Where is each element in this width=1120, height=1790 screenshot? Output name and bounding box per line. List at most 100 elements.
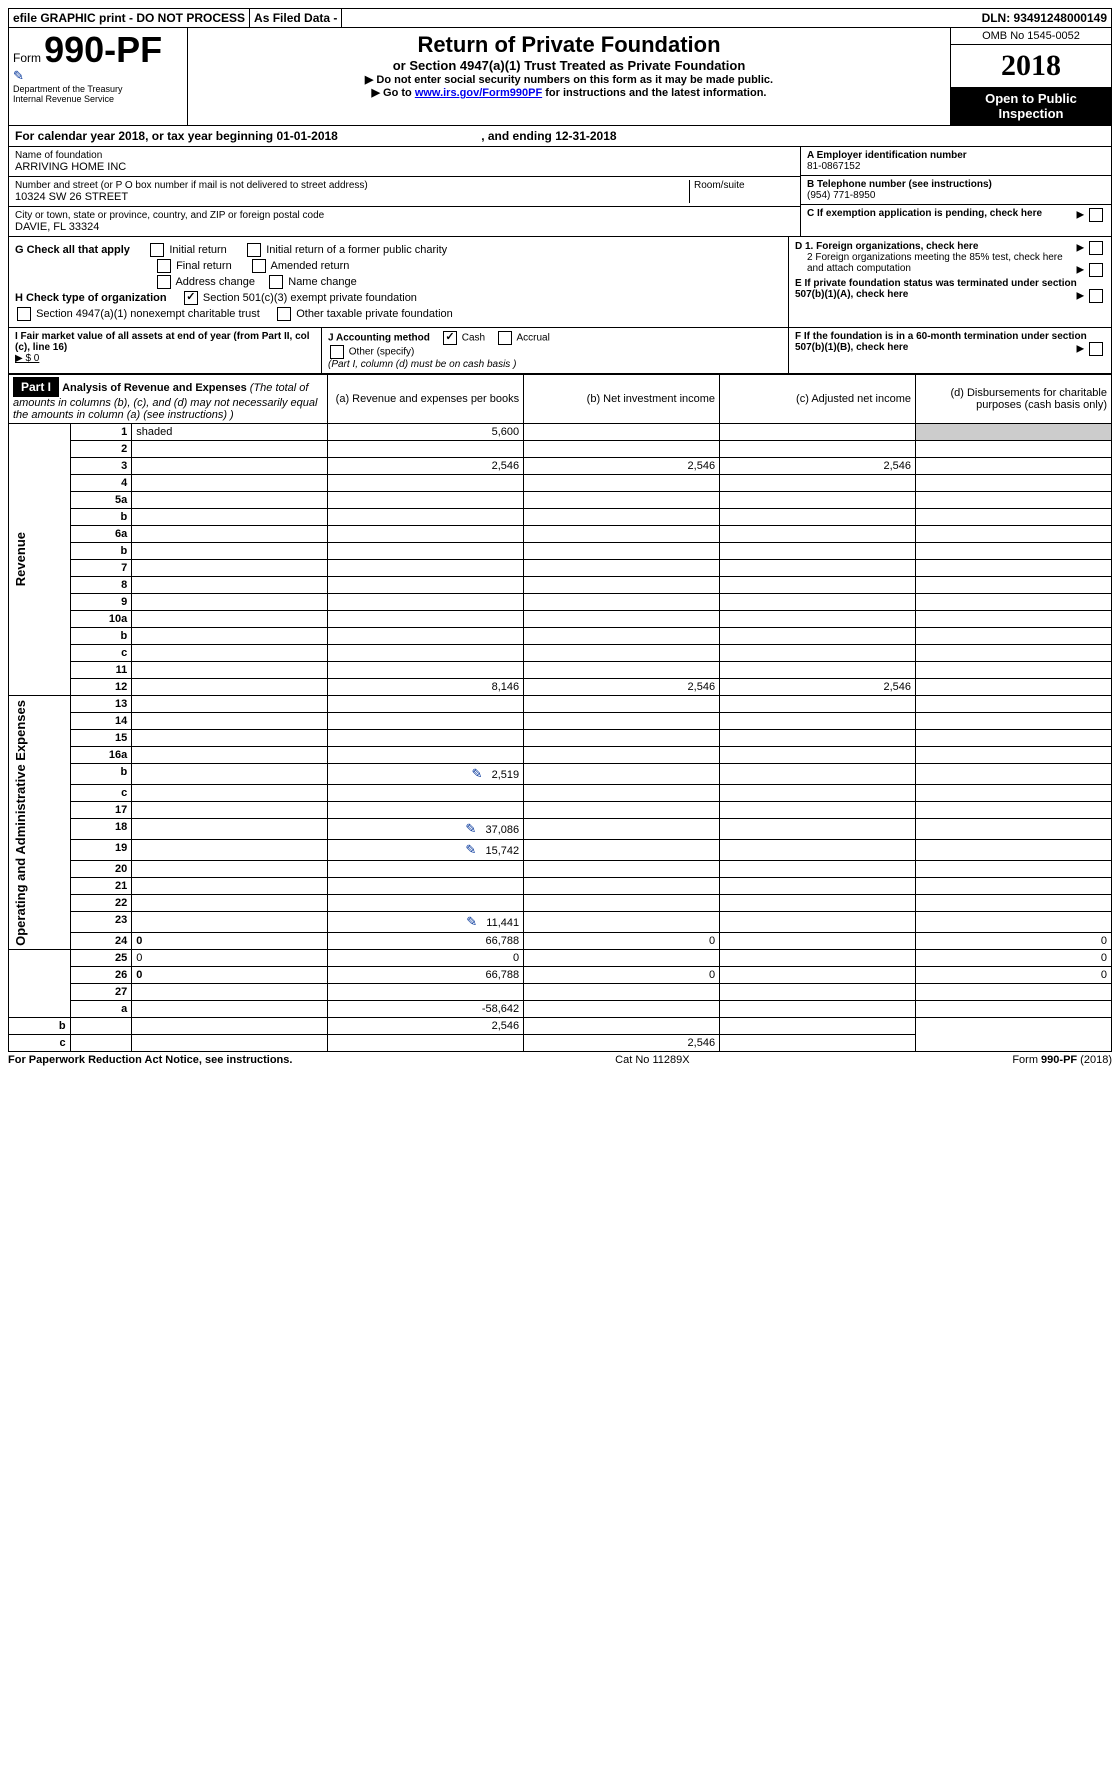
efile-notice: efile GRAPHIC print - DO NOT PROCESS [9, 9, 250, 27]
cash-checkbox[interactable] [443, 331, 457, 345]
name-change-checkbox[interactable] [269, 275, 283, 289]
footer-left: For Paperwork Reduction Act Notice, see … [8, 1054, 292, 1066]
part1-label: Part I [13, 377, 59, 397]
table-row: 24066,78800 [9, 933, 1112, 950]
ein-cell: A Employer identification number 81-0867… [801, 147, 1111, 176]
tax-year: 2018 [951, 45, 1111, 87]
col-c-header: (c) Adjusted net income [720, 375, 916, 424]
table-row: c [9, 645, 1112, 662]
table-row: 4 [9, 475, 1112, 492]
form-prefix: Form [13, 51, 41, 65]
col-d-header: (d) Disbursements for charitable purpose… [916, 375, 1112, 424]
table-row: 20 [9, 861, 1112, 878]
main-table: Part I Analysis of Revenue and Expenses … [8, 374, 1112, 1052]
revenue-side-label: Revenue [13, 532, 28, 586]
initial-former-checkbox[interactable] [247, 243, 261, 257]
fmv-value: ▶ $ 0 [15, 353, 39, 364]
table-row: Operating and Administrative Expenses13 [9, 696, 1112, 713]
table-row: c2,546 [9, 1035, 1112, 1052]
right-header: OMB No 1545-0052 2018 Open to Public Ins… [950, 28, 1111, 125]
d2-checkbox[interactable] [1089, 263, 1103, 277]
final-return-checkbox[interactable] [157, 259, 171, 273]
dln-label: DLN: 93491248000149 [978, 9, 1111, 27]
table-row: 9 [9, 594, 1112, 611]
footer-mid: Cat No 11289X [615, 1054, 689, 1066]
dept-line2: Internal Revenue Service [13, 94, 183, 104]
calendar-year-row: For calendar year 2018, or tax year begi… [8, 126, 1112, 147]
address-change-checkbox[interactable] [157, 275, 171, 289]
table-row: 26066,78800 [9, 967, 1112, 984]
table-row: 21 [9, 878, 1112, 895]
as-filed-label: As Filed Data - [250, 9, 342, 27]
table-row: 17 [9, 802, 1112, 819]
attachment-icon[interactable]: ✎ [466, 914, 477, 929]
instruction-2: ▶ Go to www.irs.gov/Form990PF for instru… [192, 86, 946, 99]
open-public-badge: Open to Public Inspection [951, 87, 1111, 125]
table-row: 5a [9, 492, 1112, 509]
foundation-name-cell: Name of foundation ARRIVING HOME INC [9, 147, 800, 177]
instruction-1: ▶ Do not enter social security numbers o… [192, 73, 946, 86]
expenses-side-label: Operating and Administrative Expenses [13, 700, 28, 946]
table-row: b2,546 [9, 1018, 1112, 1035]
d1-checkbox[interactable] [1089, 241, 1103, 255]
footer-right: Form 990-PF (2018) [1012, 1054, 1112, 1066]
top-bar: efile GRAPHIC print - DO NOT PROCESS As … [8, 8, 1112, 28]
accrual-checkbox[interactable] [498, 331, 512, 345]
table-row: 22 [9, 895, 1112, 912]
phone-cell: B Telephone number (see instructions) (9… [801, 176, 1111, 205]
form-title-box: Form 990-PF ✎ Department of the Treasury… [9, 28, 188, 125]
form-number: 990-PF [44, 29, 162, 70]
attachment-icon[interactable]: ✎ [465, 842, 476, 857]
exemption-checkbox[interactable] [1089, 208, 1103, 222]
omb-label: OMB No 1545-0052 [951, 28, 1111, 45]
irs-link[interactable]: www.irs.gov/Form990PF [415, 87, 542, 99]
table-row: 16a [9, 747, 1112, 764]
table-row: 7 [9, 560, 1112, 577]
table-row: 32,5462,5462,546 [9, 458, 1112, 475]
attachment-icon[interactable]: ✎ [465, 821, 476, 836]
table-row: 11 [9, 662, 1112, 679]
table-row: b [9, 509, 1112, 526]
4947-checkbox[interactable] [17, 307, 31, 321]
dept-line1: Department of the Treasury [13, 84, 183, 94]
initial-return-checkbox[interactable] [150, 243, 164, 257]
subtitle: or Section 4947(a)(1) Trust Treated as P… [192, 58, 946, 73]
fmv-row: I Fair market value of all assets at end… [8, 328, 1112, 374]
e-checkbox[interactable] [1089, 289, 1103, 303]
footer: For Paperwork Reduction Act Notice, see … [8, 1052, 1112, 1068]
address-cell: Number and street (or P O box number if … [9, 177, 800, 207]
table-row: b [9, 543, 1112, 560]
table-row: 2 [9, 441, 1112, 458]
amended-return-checkbox[interactable] [252, 259, 266, 273]
table-row: 18✎ 37,086 [9, 819, 1112, 840]
f-checkbox[interactable] [1089, 342, 1103, 356]
table-row: 23✎ 11,441 [9, 912, 1112, 933]
city-cell: City or town, state or province, country… [9, 207, 800, 236]
col-a-header: (a) Revenue and expenses per books [328, 375, 524, 424]
table-row: 19✎ 15,742 [9, 840, 1112, 861]
table-row: 6a [9, 526, 1112, 543]
table-row: 8 [9, 577, 1112, 594]
table-row: a-58,642 [9, 1001, 1112, 1018]
table-row: c [9, 785, 1112, 802]
table-row: b✎ 2,519 [9, 764, 1112, 785]
501c3-checkbox[interactable] [184, 291, 198, 305]
form-header: Form 990-PF ✎ Department of the Treasury… [8, 28, 1112, 126]
table-row: 128,1462,5462,546 [9, 679, 1112, 696]
table-row: 27 [9, 984, 1112, 1001]
main-title: Return of Private Foundation [192, 32, 946, 58]
table-row: 10a [9, 611, 1112, 628]
check-section-g: G Check all that apply Initial return In… [8, 237, 1112, 328]
exemption-cell: C If exemption application is pending, c… [801, 205, 1111, 222]
other-method-checkbox[interactable] [330, 345, 344, 359]
table-row: 25000 [9, 950, 1112, 967]
center-header: Return of Private Foundation or Section … [188, 28, 950, 125]
table-row: Revenue1shaded5,600 [9, 424, 1112, 441]
table-row: b [9, 628, 1112, 645]
attachment-icon[interactable]: ✎ [472, 766, 483, 781]
table-row: 14 [9, 713, 1112, 730]
info-grid: Name of foundation ARRIVING HOME INC Num… [8, 147, 1112, 237]
pen-icon: ✎ [13, 68, 183, 84]
other-taxable-checkbox[interactable] [277, 307, 291, 321]
col-b-header: (b) Net investment income [524, 375, 720, 424]
